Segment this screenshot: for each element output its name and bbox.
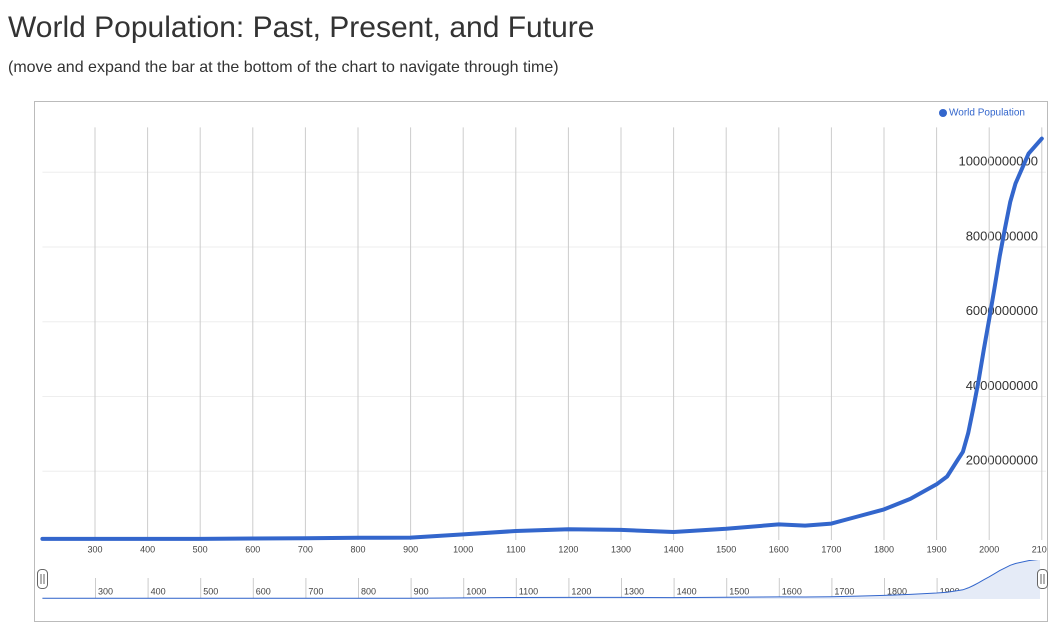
series-line (40, 136, 1044, 541)
y-tick-label: 2000000000 (966, 453, 1038, 468)
navigator-handle-right[interactable] (1037, 569, 1048, 589)
plot-area: 2000000000400000000060000000008000000000… (40, 127, 1052, 554)
x-tick-label: 1000 (453, 544, 473, 554)
navigator-line (42, 560, 1039, 599)
navigator-tick-label: 300 (98, 586, 113, 596)
navigator-tick-label: 1300 (624, 586, 644, 596)
navigator-tick-label: 1800 (887, 586, 907, 596)
navigator-tick-label: 1200 (571, 586, 591, 596)
x-tick-label: 1500 (716, 544, 736, 554)
x-tick-label: 900 (403, 544, 418, 554)
x-tick-label: 500 (193, 544, 208, 554)
x-tick-label: 1400 (664, 544, 684, 554)
x-tick-label: 400 (140, 544, 155, 554)
legend-marker (939, 109, 947, 117)
y-tick-label: 10000000000 (958, 154, 1038, 169)
navigator-tick-label: 1500 (729, 586, 749, 596)
navigator (42, 560, 1040, 600)
x-tick-label: 2100 (1032, 544, 1052, 554)
navigator-tick-label: 900 (414, 586, 429, 596)
x-tick-label: 600 (245, 544, 260, 554)
navigator-tick-label: 1000 (466, 586, 486, 596)
legend-label: World Population (949, 108, 1025, 119)
navigator-tick-label: 400 (151, 586, 166, 596)
navigator-tick-label: 800 (361, 586, 376, 596)
navigator-tick-label: 500 (203, 586, 218, 596)
navigator-handle-left[interactable] (37, 569, 48, 589)
x-tick-label: 1900 (927, 544, 947, 554)
y-tick-label: 4000000000 (966, 378, 1038, 393)
navigator-tick-label: 1100 (519, 586, 538, 596)
chart-subtitle: (move and expand the bar at the bottom o… (8, 59, 559, 76)
navigator-tick-label: 1700 (834, 586, 854, 596)
x-tick-label: 700 (298, 544, 313, 554)
x-tick-label: 800 (350, 544, 365, 554)
x-tick-label: 1800 (874, 544, 894, 554)
chart-frame (34, 101, 1048, 622)
x-tick-label: 1700 (821, 544, 841, 554)
x-tick-label: 1200 (558, 544, 578, 554)
x-tick-label: 2000 (979, 544, 999, 554)
navigator-area (42, 560, 1040, 599)
navigator-tick-label: 1600 (782, 586, 802, 596)
chart-title: World Population: Past, Present, and Fut… (8, 11, 594, 44)
navigator-plot: 300 400 500 600 700 800 900 1000 1100 1200 1300 140… (42, 560, 1040, 599)
navigator-tick-label: 600 (256, 586, 271, 596)
x-tick-label: 1300 (611, 544, 631, 554)
x-tick-label: 300 (87, 544, 102, 554)
x-tick-label: 1600 (769, 544, 789, 554)
navigator-tick-label: 1400 (677, 586, 697, 596)
y-tick-label: 6000000000 (966, 303, 1038, 318)
navigator-tick-label: 700 (308, 586, 323, 596)
x-tick-label: 1100 (506, 544, 525, 554)
